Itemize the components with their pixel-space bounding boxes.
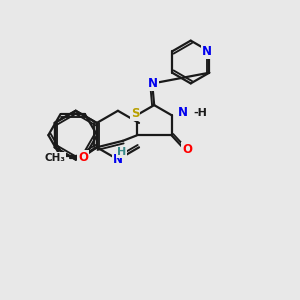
Text: N: N [178,106,188,119]
Text: N: N [202,45,212,58]
Text: -H: -H [194,108,207,118]
Text: H: H [117,147,126,157]
Text: N: N [113,153,123,166]
Text: CH₃: CH₃ [45,153,66,163]
Text: O: O [78,151,88,164]
Text: O: O [182,142,192,156]
Text: N: N [148,77,158,90]
Text: S: S [131,107,140,120]
